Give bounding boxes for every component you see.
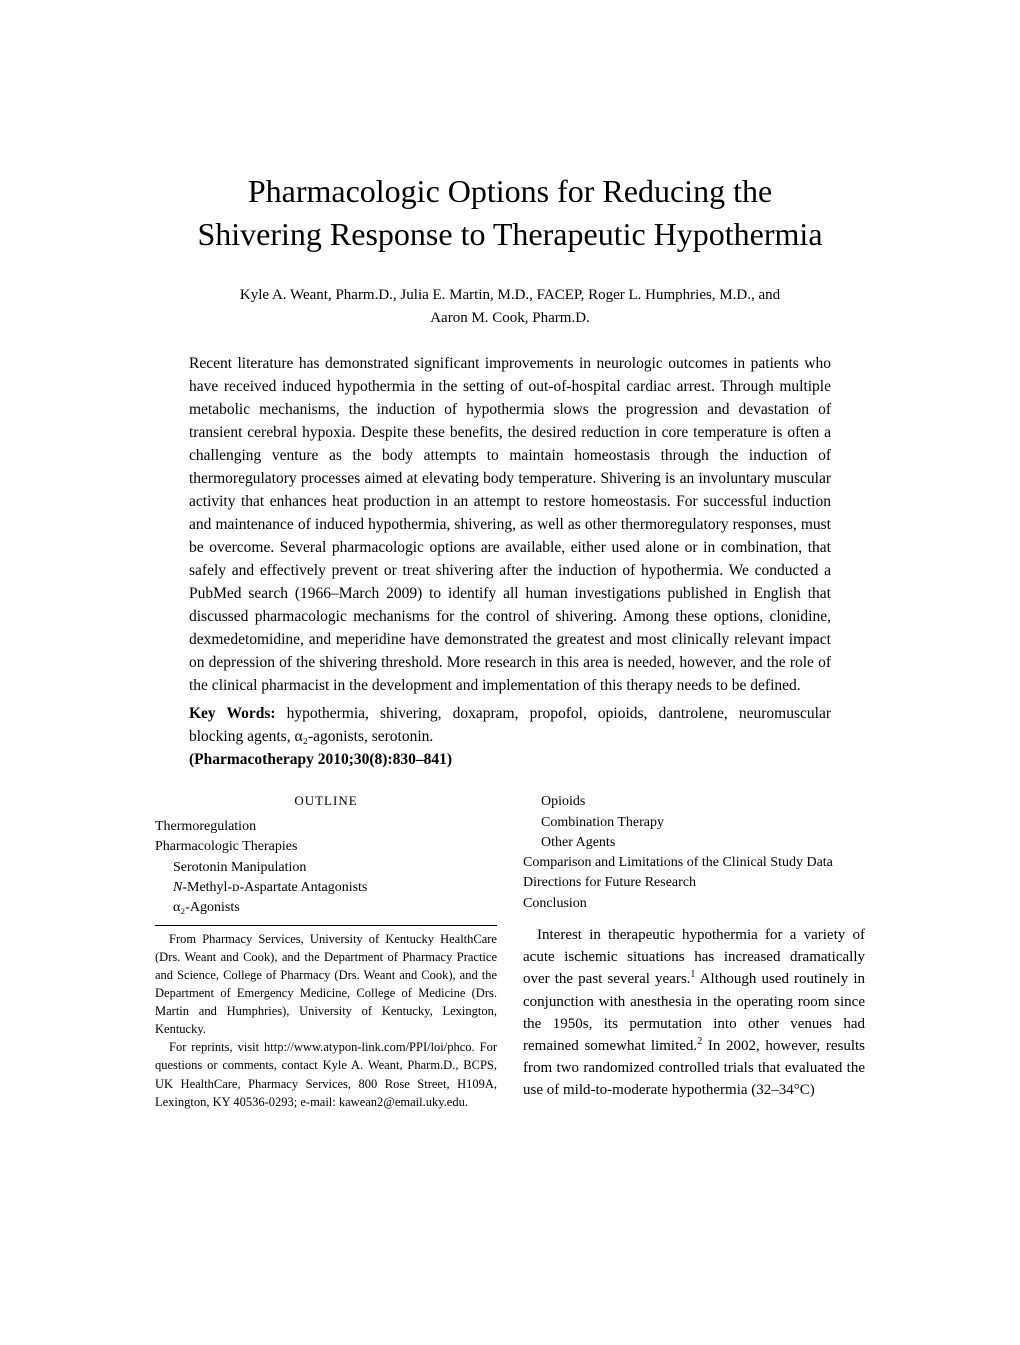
outline-heading: OUTLINE <box>155 792 497 811</box>
authors-line-2: Aaron M. Cook, Pharm.D. <box>430 310 590 326</box>
outline-item: α₂-Agonists <box>155 898 497 918</box>
outline-item: Conclusion <box>523 894 865 914</box>
author-list: Kyle A. Weant, Pharm.D., Julia E. Martin… <box>155 284 865 329</box>
footnote-divider <box>155 925 497 926</box>
outline-item: Other Agents <box>523 833 865 853</box>
keywords-text: hypothermia, shivering, doxapram, propof… <box>189 705 831 745</box>
authors-line-1: Kyle A. Weant, Pharm.D., Julia E. Martin… <box>240 287 780 303</box>
outline-item: Combination Therapy <box>523 813 865 833</box>
outline-right-list: OpioidsCombination TherapyOther AgentsCo… <box>523 792 865 914</box>
title-line-2: Shivering Response to Therapeutic Hypoth… <box>197 216 822 252</box>
outline-item: Thermoregulation <box>155 817 497 837</box>
intro-paragraph: Interest in therapeutic hypothermia for … <box>523 924 865 1102</box>
abstract-text: Recent literature has demonstrated signi… <box>155 353 865 697</box>
two-column-body: OUTLINE ThermoregulationPharmacologic Th… <box>155 792 865 1111</box>
outline-item: Directions for Future Research <box>523 873 865 893</box>
outline-left-list: ThermoregulationPharmacologic TherapiesS… <box>155 817 497 918</box>
outline-item: Serotonin Manipulation <box>155 858 497 878</box>
title-line-1: Pharmacologic Options for Reducing the <box>248 173 772 209</box>
article-title: Pharmacologic Options for Reducing the S… <box>155 170 865 256</box>
citation-text: (Pharmacotherapy 2010;30(8):830–841) <box>189 751 452 768</box>
left-column: OUTLINE ThermoregulationPharmacologic Th… <box>155 792 497 1111</box>
citation: (Pharmacotherapy 2010;30(8):830–841) <box>155 749 865 772</box>
affiliation-text: From Pharmacy Services, University of Ke… <box>155 930 497 1039</box>
outline-item: Pharmacologic Therapies <box>155 837 497 857</box>
keywords-label: Key Words: <box>189 705 276 722</box>
outline-item: Comparison and Limitations of the Clinic… <box>523 853 865 873</box>
right-column: OpioidsCombination TherapyOther AgentsCo… <box>523 792 865 1111</box>
outline-item: Opioids <box>523 792 865 812</box>
keywords: Key Words: hypothermia, shivering, doxap… <box>155 703 865 749</box>
reprint-text: For reprints, visit http://www.atypon-li… <box>155 1038 497 1111</box>
outline-item: N-Methyl-ᴅ-Aspartate Antagonists <box>155 878 497 898</box>
